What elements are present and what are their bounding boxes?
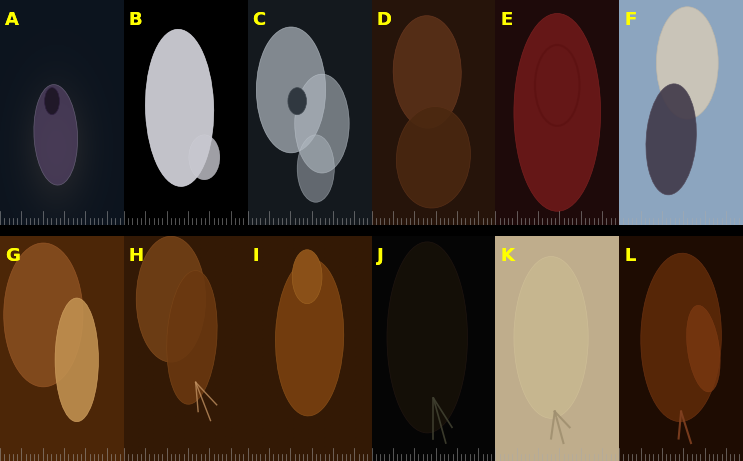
Text: H: H [129,248,144,266]
Text: C: C [253,11,266,29]
Text: J: J [377,248,383,266]
Text: K: K [500,248,514,266]
Ellipse shape [276,259,344,416]
Text: B: B [129,11,143,29]
Text: F: F [624,11,636,29]
Ellipse shape [288,88,307,115]
Ellipse shape [55,298,98,422]
Circle shape [656,7,718,119]
Text: G: G [5,248,20,266]
Text: A: A [5,11,19,29]
Ellipse shape [396,106,470,208]
Text: L: L [624,248,635,266]
Text: D: D [377,11,392,29]
Text: H: H [129,248,144,266]
Ellipse shape [393,16,461,128]
Ellipse shape [166,271,217,404]
Circle shape [256,27,325,153]
Text: I: I [253,248,259,266]
Text: E: E [500,11,513,29]
Text: K: K [500,248,514,266]
Ellipse shape [514,13,600,211]
Circle shape [4,243,83,387]
Text: D: D [377,11,392,29]
Text: B: B [129,11,143,29]
Ellipse shape [514,256,588,418]
Text: F: F [624,11,636,29]
Text: J: J [377,248,383,266]
Circle shape [45,88,59,115]
Ellipse shape [146,30,214,186]
Ellipse shape [687,305,720,392]
Text: A: A [5,11,19,29]
Ellipse shape [646,84,696,195]
Text: L: L [624,248,635,266]
Text: C: C [253,11,266,29]
Circle shape [292,250,322,304]
Ellipse shape [387,242,467,433]
Circle shape [297,135,334,202]
Text: I: I [253,248,259,266]
Circle shape [136,236,206,362]
Ellipse shape [189,135,220,180]
Circle shape [295,74,349,173]
Ellipse shape [640,253,721,422]
Text: G: G [5,248,20,266]
Ellipse shape [34,84,77,185]
Text: E: E [500,11,513,29]
